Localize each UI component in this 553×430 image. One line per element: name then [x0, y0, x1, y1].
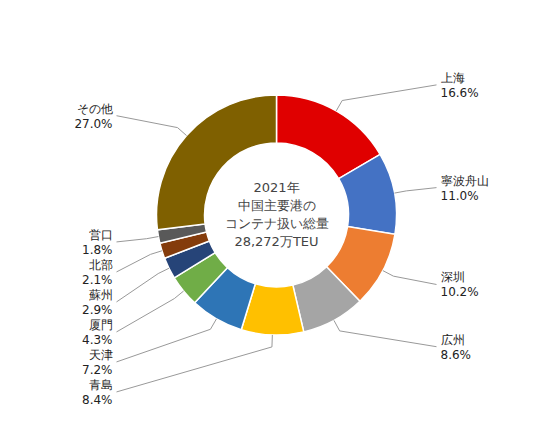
svg-text:7.2%: 7.2% — [82, 363, 113, 377]
svg-text:北部: 北部 — [89, 258, 113, 272]
svg-text:11.0%: 11.0% — [441, 189, 479, 203]
svg-text:その他: その他 — [77, 102, 113, 116]
svg-text:深圳: 深圳 — [441, 270, 465, 284]
svg-text:天津: 天津 — [89, 348, 113, 362]
svg-text:厦門: 厦門 — [89, 318, 113, 332]
svg-text:営口: 営口 — [89, 228, 113, 242]
html-text:28,272万TEU: 28,272万TEU — [234, 234, 319, 249]
html-text:コンテナ扱い総量: コンテナ扱い総量 — [224, 216, 329, 231]
svg-text:2.9%: 2.9% — [82, 303, 113, 317]
svg-text:蘇州: 蘇州 — [89, 288, 113, 302]
html-text:中国主要港の: 中国主要港の — [237, 198, 316, 213]
svg-text:青島: 青島 — [89, 378, 113, 392]
svg-text:10.2%: 10.2% — [441, 285, 479, 299]
svg-text:広州: 広州 — [441, 333, 465, 347]
svg-text:27.0%: 27.0% — [74, 117, 112, 131]
html-text:2021年: 2021年 — [253, 180, 300, 195]
svg-text:16.6%: 16.6% — [441, 86, 479, 100]
svg-text:8.6%: 8.6% — [441, 348, 472, 362]
svg-text:8.4%: 8.4% — [82, 393, 113, 407]
svg-text:4.3%: 4.3% — [82, 333, 113, 347]
svg-text:2.1%: 2.1% — [82, 273, 113, 287]
svg-text:1.8%: 1.8% — [82, 243, 113, 257]
svg-text:寧波舟山: 寧波舟山 — [441, 174, 489, 188]
svg-text:上海: 上海 — [441, 71, 465, 85]
